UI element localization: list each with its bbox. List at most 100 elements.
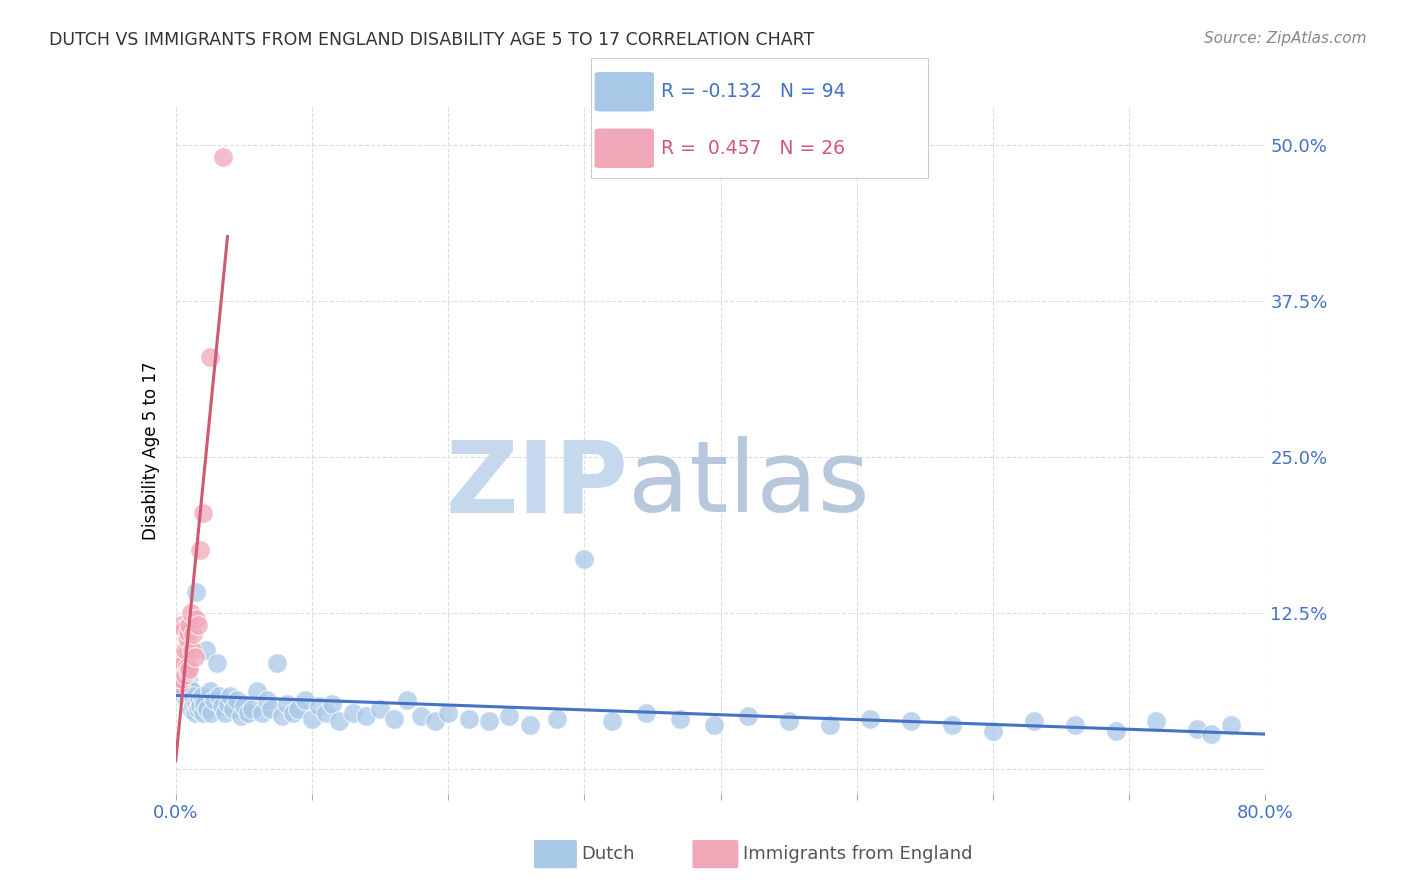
Point: [328, 714, 350, 729]
Point: [342, 706, 364, 720]
Point: [193, 697, 215, 711]
Point: [174, 684, 197, 698]
Point: [294, 693, 316, 707]
Point: [176, 677, 198, 691]
Point: [191, 706, 214, 720]
Point: [181, 643, 204, 657]
Point: [246, 684, 269, 698]
Text: DUTCH VS IMMIGRANTS FROM ENGLAND DISABILITY AGE 5 TO 17 CORRELATION CHART: DUTCH VS IMMIGRANTS FROM ENGLAND DISABIL…: [49, 31, 814, 49]
Point: [546, 712, 568, 726]
Point: [668, 712, 690, 726]
Point: [202, 693, 225, 707]
Point: [941, 718, 963, 732]
Point: [368, 702, 391, 716]
Point: [217, 697, 239, 711]
Point: [184, 649, 207, 664]
Text: R = -0.132   N = 94: R = -0.132 N = 94: [661, 82, 846, 101]
Point: [250, 706, 273, 720]
Point: [260, 702, 283, 716]
Point: [356, 709, 378, 723]
Point: [231, 709, 253, 723]
Point: [173, 665, 195, 679]
Text: atlas: atlas: [628, 436, 869, 533]
Point: [1063, 718, 1085, 732]
Point: [176, 693, 198, 707]
Point: [183, 699, 205, 714]
Point: [1220, 718, 1243, 732]
Point: [170, 677, 193, 691]
FancyBboxPatch shape: [530, 839, 578, 869]
Point: [186, 697, 208, 711]
Point: [232, 699, 254, 714]
Point: [271, 709, 294, 723]
Point: [195, 702, 218, 716]
Point: [174, 643, 197, 657]
Point: [478, 714, 501, 729]
Point: [177, 665, 200, 679]
Point: [457, 712, 479, 726]
Point: [276, 697, 298, 711]
Point: [1199, 727, 1222, 741]
Point: [396, 693, 419, 707]
Point: [703, 718, 725, 732]
Point: [179, 662, 201, 676]
Point: [177, 672, 200, 686]
FancyBboxPatch shape: [593, 71, 655, 112]
Point: [172, 681, 194, 695]
Point: [173, 622, 195, 636]
Point: [176, 659, 198, 673]
Point: [170, 672, 193, 686]
Point: [181, 684, 204, 698]
Point: [498, 709, 520, 723]
Point: [256, 693, 278, 707]
Point: [180, 690, 202, 704]
Point: [188, 543, 211, 558]
Point: [222, 702, 245, 716]
Text: Source: ZipAtlas.com: Source: ZipAtlas.com: [1204, 31, 1367, 46]
Point: [266, 656, 288, 670]
Point: [219, 690, 242, 704]
Point: [737, 709, 759, 723]
Text: Immigrants from England: Immigrants from England: [742, 845, 973, 863]
Point: [240, 702, 263, 716]
Point: [184, 706, 207, 720]
Point: [167, 668, 190, 682]
Point: [179, 681, 201, 695]
Point: [226, 693, 249, 707]
Point: [859, 712, 882, 726]
Point: [981, 724, 1004, 739]
Point: [634, 706, 657, 720]
Point: [308, 699, 330, 714]
Point: [200, 706, 222, 720]
Point: [281, 706, 304, 720]
Point: [212, 150, 235, 164]
Point: [187, 693, 209, 707]
Point: [321, 697, 343, 711]
Point: [170, 618, 193, 632]
Point: [169, 662, 191, 676]
Point: [437, 706, 460, 720]
Point: [198, 350, 221, 364]
Point: [172, 662, 194, 676]
Point: [177, 624, 200, 639]
Point: [179, 618, 201, 632]
Y-axis label: Disability Age 5 to 17: Disability Age 5 to 17: [142, 361, 160, 540]
Point: [177, 687, 200, 701]
Point: [167, 668, 190, 682]
Text: R =  0.457   N = 26: R = 0.457 N = 26: [661, 139, 845, 158]
Point: [174, 674, 197, 689]
Point: [181, 693, 204, 707]
Point: [1022, 714, 1045, 729]
Point: [191, 506, 214, 520]
Point: [198, 684, 221, 698]
Point: [169, 677, 191, 691]
Point: [174, 668, 197, 682]
Point: [574, 552, 596, 566]
Point: [205, 656, 228, 670]
Point: [315, 706, 337, 720]
Point: [186, 612, 208, 626]
Point: [183, 627, 205, 641]
Point: [778, 714, 800, 729]
Point: [172, 649, 194, 664]
Point: [194, 643, 217, 657]
